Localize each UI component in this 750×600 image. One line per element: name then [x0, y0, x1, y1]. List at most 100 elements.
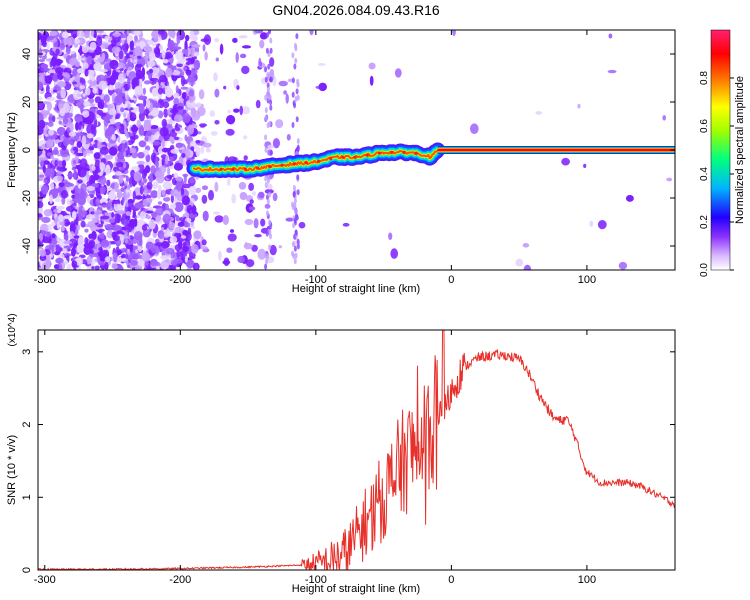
- noise-speckle: [86, 256, 92, 265]
- noise-speckle: [145, 154, 151, 163]
- noise-streak: [296, 174, 300, 181]
- noise-speckle: [111, 212, 115, 218]
- spectrogram-x-axis-label: Height of straight line (km): [292, 283, 420, 295]
- noise-streak: [126, 184, 130, 191]
- noise-speckle: [83, 243, 92, 248]
- noise-speckle: [112, 32, 121, 38]
- noise-streak: [295, 88, 299, 95]
- noise-speckle: [214, 120, 220, 125]
- noise-speckle: [150, 77, 159, 82]
- x-tick-label: -300: [34, 574, 56, 586]
- noise-speckle: [72, 68, 78, 77]
- noise-speckle: [73, 89, 81, 101]
- noise-speckle: [223, 85, 227, 90]
- noise-speckle: [110, 241, 117, 245]
- noise-speckle: [267, 183, 273, 190]
- noise-speckle: [193, 230, 202, 240]
- noise-speckle: [226, 247, 233, 253]
- noise-speckle: [92, 217, 99, 224]
- noise-speckle: [68, 238, 79, 247]
- noise-speckle: [128, 147, 137, 154]
- noise-speckle: [155, 81, 159, 91]
- noise-speckle: [65, 221, 71, 225]
- colorbar-ticks: 0.0 0.2 0.4 0.6 0.8: [699, 71, 734, 277]
- noise-speckle: [118, 50, 124, 60]
- noise-streak: [269, 149, 273, 156]
- noise-speckle: [187, 124, 195, 135]
- noise-speckle: [203, 34, 212, 46]
- noise-streak: [121, 87, 125, 94]
- noise-speckle: [91, 266, 95, 270]
- noise-speckle: [226, 115, 236, 125]
- noise-speckle: [49, 30, 58, 37]
- noise-speckle: [38, 48, 43, 59]
- noise-speckle: [662, 115, 666, 121]
- noise-speckle: [181, 92, 187, 100]
- noise-speckle: [106, 179, 111, 187]
- noise-speckle: [138, 40, 146, 48]
- snr-panel: -300 -200 -100 0 100 0 1 2 3 Height of straight…: [6, 313, 676, 595]
- noise-speckle: [46, 138, 54, 149]
- noise-streak: [127, 77, 131, 84]
- noise-speckle: [201, 194, 208, 204]
- noise-speckle: [41, 185, 49, 195]
- noise-speckle: [63, 240, 73, 245]
- snr-frame: [37, 329, 676, 571]
- noise-streak: [264, 146, 268, 153]
- noise-streak: [126, 94, 130, 101]
- noise-streak: [125, 259, 129, 266]
- noise-speckle: [259, 61, 263, 67]
- noise-speckle: [214, 215, 224, 223]
- noise-speckle: [115, 161, 124, 168]
- noise-speckle: [57, 175, 64, 182]
- noise-speckle: [589, 220, 594, 227]
- noise-streak: [264, 134, 268, 141]
- noise-speckle: [184, 40, 188, 50]
- noise-speckle: [133, 252, 141, 260]
- noise-speckle: [173, 162, 183, 171]
- noise-speckle: [46, 258, 51, 268]
- noise-speckle: [161, 147, 169, 153]
- noise-speckle: [173, 114, 183, 122]
- noise-speckle: [64, 259, 68, 265]
- noise-streak: [266, 86, 270, 93]
- noise-speckle: [111, 263, 118, 269]
- noise-speckle: [253, 218, 259, 229]
- noise-speckle: [255, 99, 261, 109]
- noise-speckle: [112, 234, 120, 242]
- noise-speckle: [90, 223, 97, 232]
- noise-speckle: [139, 211, 147, 220]
- noise-streak: [124, 221, 128, 228]
- noise-speckle: [90, 150, 94, 154]
- noise-speckle: [245, 259, 255, 268]
- noise-speckle: [522, 243, 530, 248]
- noise-speckle: [50, 154, 54, 160]
- noise-speckle: [154, 49, 161, 58]
- noise-streak: [295, 33, 299, 40]
- noise-speckle: [38, 119, 46, 129]
- noise-speckle: [115, 122, 122, 129]
- noise-speckle: [147, 40, 155, 45]
- x-tick-label: 100: [578, 574, 596, 586]
- noise-speckle: [48, 129, 54, 136]
- noise-speckle: [146, 215, 152, 220]
- noise-speckle: [238, 182, 247, 190]
- noise-speckle: [369, 75, 374, 86]
- noise-speckle: [40, 63, 49, 69]
- y-tick-label: 1: [21, 494, 33, 500]
- noise-speckle: [191, 205, 197, 215]
- noise-speckle: [269, 244, 277, 256]
- noise-speckle: [147, 60, 156, 67]
- noise-speckle: [114, 182, 119, 192]
- noise-speckle: [62, 137, 70, 147]
- noise-speckle: [57, 81, 66, 88]
- noise-speckle: [47, 121, 54, 127]
- noise-speckle: [186, 101, 196, 109]
- noise-speckle: [235, 52, 239, 63]
- noise-speckle: [66, 127, 71, 133]
- noise-speckle: [75, 152, 84, 157]
- noise-streak: [124, 142, 128, 149]
- noise-speckle: [93, 152, 101, 160]
- noise-speckle: [38, 134, 43, 139]
- noise-speckle: [76, 68, 87, 74]
